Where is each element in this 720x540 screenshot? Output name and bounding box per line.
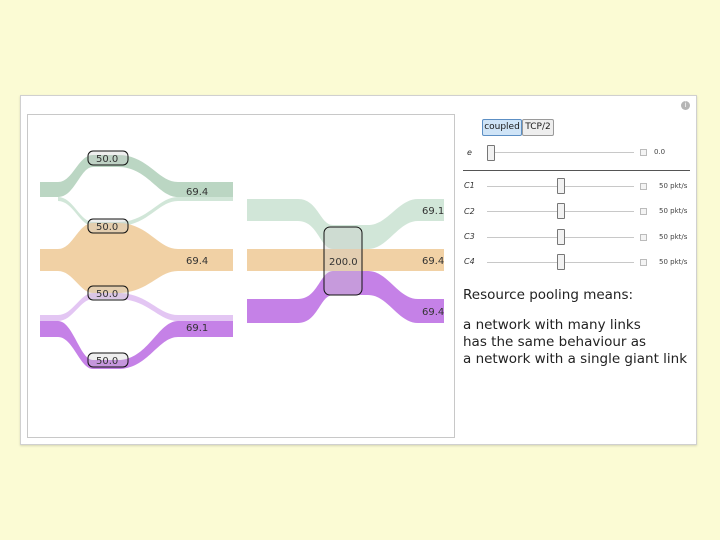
slider-c1-handle[interactable]	[557, 178, 565, 194]
right-flow-green	[247, 199, 444, 249]
description-line-1: a network with many links	[463, 317, 641, 333]
slider-c2-handle[interactable]	[557, 203, 565, 219]
resource-pooling-heading: Resource pooling means:	[463, 287, 634, 303]
slider-c1-value: 50 pkt/s	[659, 182, 688, 190]
left-flow-green	[40, 155, 233, 197]
left-flow-3-rate: 69.1	[186, 323, 208, 334]
left-link-2-label: 50.0	[96, 222, 118, 233]
left-flow-purple-thin	[40, 293, 233, 321]
slider-c3-handle[interactable]	[557, 229, 565, 245]
slider-e-value: 0.0	[654, 148, 666, 156]
divider	[463, 170, 690, 171]
left-link-4[interactable]	[87, 352, 129, 368]
flow-diagram-canvas: 50.0 50.0 50.0 50.0 69.4 69.4 69.1 200.0…	[27, 114, 455, 438]
right-flow-2-rate: 69.4	[422, 256, 444, 267]
slider-c4-value: 50 pkt/s	[659, 258, 688, 266]
left-link-4-label: 50.0	[96, 356, 118, 367]
left-flow-2-rate: 69.4	[186, 256, 208, 267]
left-link-3-label: 50.0	[96, 289, 118, 300]
slider-c1-label: C1	[464, 181, 475, 190]
slider-c2-label: C2	[464, 207, 475, 216]
right-flow-3-rate: 69.4	[422, 307, 444, 318]
left-link-1[interactable]	[87, 150, 129, 166]
slider-e-label: e	[467, 148, 472, 157]
slider-c3-label: C3	[464, 232, 475, 241]
right-flow-1-rate: 69.1	[422, 206, 444, 217]
right-link-giant[interactable]	[323, 226, 363, 296]
slider-e-step[interactable]	[640, 149, 647, 156]
slider-c1-step[interactable]	[640, 183, 647, 190]
slider-c3-value: 50 pkt/s	[659, 233, 688, 241]
left-link-2[interactable]	[87, 218, 129, 234]
left-flow-1-rate: 69.4	[186, 187, 208, 198]
left-link-1-label: 50.0	[96, 154, 118, 165]
info-icon[interactable]: i	[681, 101, 690, 110]
tab-coupled[interactable]: coupled	[482, 119, 522, 136]
slider-c3-step[interactable]	[640, 234, 647, 241]
left-flow-purple	[40, 321, 233, 369]
left-flow-orange	[40, 223, 233, 293]
description-line-2: has the same behaviour as	[463, 334, 647, 350]
slider-c2-step[interactable]	[640, 208, 647, 215]
right-link-label: 200.0	[329, 257, 358, 268]
slider-c4-step[interactable]	[640, 259, 647, 266]
slider-c4-label: C4	[464, 257, 475, 266]
left-flow-green-thin	[58, 197, 233, 226]
right-flow-orange	[247, 249, 444, 271]
slider-e-track[interactable]	[487, 152, 634, 153]
tab-tcp2[interactable]: TCP/2	[522, 119, 554, 136]
right-flow-purple	[247, 271, 444, 323]
left-link-3[interactable]	[87, 285, 129, 301]
flow-diagram-svg: 50.0 50.0 50.0 50.0 69.4 69.4 69.1 200.0…	[40, 150, 444, 369]
slider-c4-handle[interactable]	[557, 254, 565, 270]
slider-e-handle[interactable]	[487, 145, 495, 161]
slider-c2-value: 50 pkt/s	[659, 207, 688, 215]
description-line-3: a network with a single giant link	[463, 351, 688, 367]
